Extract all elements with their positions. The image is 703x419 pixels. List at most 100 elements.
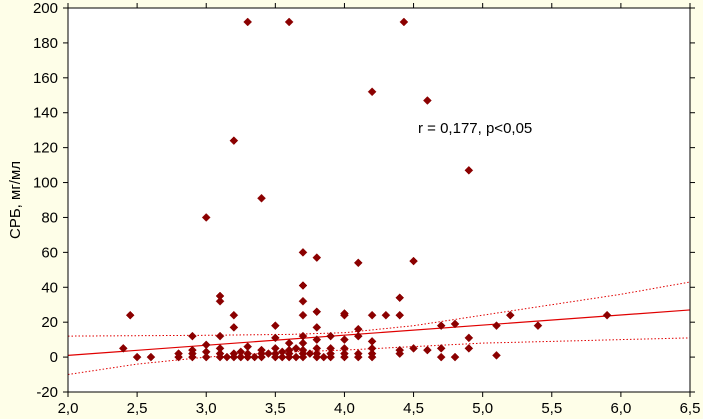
data-point (298, 281, 308, 290)
data-point (146, 352, 156, 362)
data-point (201, 340, 211, 350)
data-point (340, 349, 349, 358)
data-point (125, 310, 135, 320)
data-point (367, 87, 377, 97)
data-point (284, 338, 294, 348)
x-tick-label: 3,0 (196, 400, 217, 417)
data-point (277, 352, 287, 362)
data-point (312, 335, 322, 344)
data-point (395, 293, 405, 303)
data-point (505, 310, 515, 320)
data-point (423, 96, 432, 105)
x-tick-label: 4,5 (403, 400, 424, 417)
data-point (270, 333, 280, 343)
data-point (298, 310, 308, 320)
y-tick-label: 180 (33, 35, 58, 52)
correlation-annotation: r = 0,177, p<0,05 (418, 120, 532, 137)
data-point (118, 344, 128, 353)
data-point (353, 349, 363, 358)
data-point (222, 352, 232, 362)
data-point (270, 349, 280, 358)
y-tick-label: 120 (33, 140, 58, 157)
data-point (215, 331, 225, 341)
data-point (326, 331, 335, 341)
x-tick-label: 6,5 (680, 400, 701, 417)
data-point (395, 345, 405, 355)
data-point (215, 349, 225, 358)
data-point (436, 321, 446, 331)
data-point (381, 310, 391, 320)
plot-border (67, 7, 691, 393)
data-point (188, 345, 197, 355)
data-point (284, 17, 294, 27)
data-point (367, 349, 377, 358)
data-point (409, 256, 418, 266)
data-point (277, 347, 287, 357)
data-point (492, 321, 501, 331)
data-point (312, 253, 322, 262)
data-point (243, 17, 253, 27)
data-point (423, 345, 432, 355)
data-point (533, 321, 543, 331)
data-point (305, 349, 315, 358)
data-point (353, 324, 363, 334)
data-point (298, 338, 308, 348)
data-point (236, 352, 246, 362)
data-point (464, 344, 474, 353)
data-point (326, 344, 335, 353)
y-axis-label: СРБ, мг/мл (7, 161, 24, 239)
data-point (340, 335, 349, 344)
data-point (215, 291, 225, 301)
data-point (215, 344, 225, 353)
data-point (174, 349, 183, 358)
data-point (298, 248, 308, 257)
x-tick-label: 2,0 (58, 400, 79, 417)
data-point (291, 352, 301, 362)
data-point (201, 347, 211, 357)
data-point (312, 323, 322, 332)
plot-area (68, 8, 690, 392)
data-point (399, 17, 409, 27)
y-tick-label: 0 (50, 349, 58, 366)
data-point (450, 319, 460, 329)
y-tick-label: 200 (33, 0, 58, 17)
x-tick-label: 2,5 (127, 400, 148, 417)
data-point (367, 310, 377, 320)
x-tick-label: 3,5 (265, 400, 286, 417)
data-point (236, 347, 246, 357)
data-point (270, 344, 280, 353)
data-point (270, 321, 280, 331)
y-tick-label: -20 (36, 384, 58, 401)
data-point (340, 344, 349, 353)
data-point (298, 296, 308, 306)
axes: 2,0 2,5 3,0 3,5 4,0 4,5 5,0 5,5 6,0 6,5 -20 0 20 40 60… (33, 0, 700, 417)
data-point (436, 344, 446, 353)
data-point (298, 345, 308, 355)
data-point (367, 344, 377, 353)
data-point (312, 307, 322, 317)
data-point (229, 323, 239, 332)
data-point (250, 352, 259, 362)
data-point (264, 349, 273, 358)
data-point (492, 350, 501, 360)
data-point (353, 331, 363, 341)
plot-content (67, 17, 691, 375)
data-point (229, 349, 239, 358)
data-point (340, 309, 349, 318)
data-point (450, 352, 460, 362)
data-point (243, 349, 253, 358)
y-tick-label: 160 (33, 70, 58, 87)
y-tick-label: 60 (41, 244, 58, 261)
data-point (257, 193, 266, 203)
y-tick-label: 80 (41, 209, 58, 226)
x-tick-label: 4,0 (334, 400, 355, 417)
confidence-band-upper (67, 281, 691, 337)
data-point (298, 331, 308, 341)
data-point (284, 345, 294, 355)
x-tick-label: 6,0 (610, 400, 631, 417)
y-tick-label: 100 (33, 175, 58, 192)
data-point (291, 344, 301, 353)
data-point (353, 258, 363, 268)
y-tick-label: 140 (33, 105, 58, 122)
data-point (257, 345, 266, 355)
